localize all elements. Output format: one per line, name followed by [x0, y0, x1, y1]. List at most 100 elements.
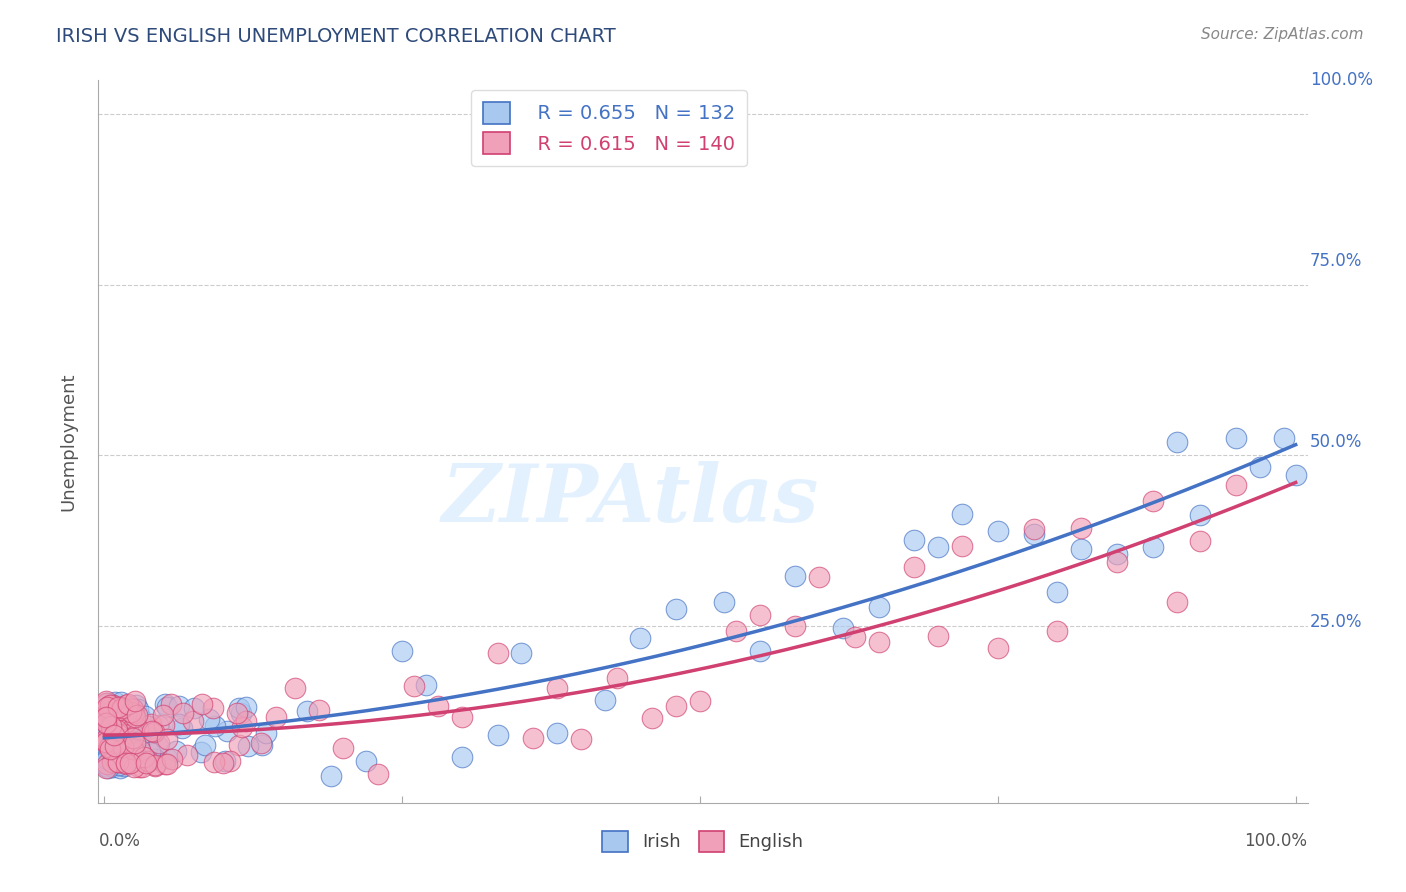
Point — [1225, 478, 1247, 492]
Point — [127, 723, 149, 737]
Point — [105, 728, 128, 742]
Point — [94, 761, 117, 775]
Point — [110, 727, 132, 741]
Point — [1142, 541, 1164, 555]
Point — [108, 755, 131, 769]
Point — [249, 736, 271, 750]
Point — [134, 728, 156, 742]
Point — [146, 739, 169, 753]
Point — [641, 711, 664, 725]
Point — [1285, 468, 1308, 483]
Point — [927, 630, 949, 644]
Point — [122, 702, 145, 716]
Point — [124, 694, 146, 708]
Point — [190, 745, 212, 759]
Point — [120, 706, 142, 720]
Point — [198, 712, 221, 726]
Point — [114, 698, 136, 712]
Point — [235, 700, 257, 714]
Point — [94, 736, 117, 750]
Point — [94, 732, 117, 747]
Point — [152, 718, 174, 732]
Legend: Irish, English: Irish, English — [595, 823, 811, 859]
Point — [96, 696, 118, 710]
Point — [96, 752, 118, 766]
Point — [1046, 624, 1069, 639]
Point — [156, 699, 179, 714]
Point — [141, 716, 163, 731]
Point — [117, 740, 139, 755]
Point — [110, 694, 132, 708]
Point — [94, 703, 117, 717]
Point — [107, 758, 129, 772]
Point — [450, 710, 472, 724]
Point — [172, 706, 194, 720]
Point — [94, 759, 117, 773]
Point — [546, 726, 568, 740]
Point — [94, 742, 117, 756]
Point — [170, 722, 193, 736]
Point — [1166, 434, 1188, 449]
Point — [101, 754, 124, 768]
Point — [391, 644, 413, 658]
Text: ZIPAtlas: ZIPAtlas — [441, 460, 820, 538]
Point — [748, 644, 770, 658]
Point — [107, 755, 129, 769]
Point — [101, 755, 124, 769]
Point — [134, 708, 156, 723]
Point — [96, 700, 118, 714]
Point — [593, 692, 616, 706]
Point — [120, 756, 142, 771]
Point — [110, 746, 132, 760]
Point — [98, 741, 121, 756]
Point — [96, 739, 118, 754]
Point — [1105, 555, 1128, 569]
Point — [100, 704, 122, 718]
Point — [1166, 595, 1188, 609]
Point — [219, 754, 242, 768]
Point — [105, 723, 128, 737]
Point — [97, 761, 120, 775]
Point — [121, 732, 143, 747]
Point — [105, 745, 128, 759]
Point — [97, 702, 120, 716]
Point — [117, 697, 139, 711]
Point — [319, 768, 342, 782]
Point — [214, 754, 236, 768]
Point — [101, 698, 124, 712]
Point — [141, 724, 163, 739]
Point — [114, 756, 136, 770]
Point — [122, 749, 145, 764]
Point — [231, 720, 253, 734]
Point — [1225, 430, 1247, 444]
Point — [143, 752, 166, 766]
Point — [97, 706, 120, 720]
Point — [1142, 493, 1164, 508]
Point — [665, 698, 688, 713]
Point — [153, 698, 176, 712]
Point — [181, 714, 204, 728]
Point — [100, 706, 122, 721]
Point — [97, 747, 120, 761]
Point — [153, 756, 176, 771]
Point — [202, 755, 225, 769]
Point — [135, 756, 157, 770]
Point — [104, 746, 127, 760]
Point — [114, 737, 136, 751]
Point — [486, 729, 509, 743]
Point — [844, 630, 866, 644]
Point — [132, 749, 155, 764]
Point — [155, 756, 177, 771]
Point — [426, 699, 449, 714]
Text: 100.0%: 100.0% — [1244, 831, 1308, 850]
Point — [97, 706, 120, 721]
Point — [724, 624, 747, 639]
Point — [117, 749, 139, 764]
Point — [96, 756, 118, 771]
Point — [97, 718, 120, 732]
Point — [94, 727, 117, 741]
Point — [100, 710, 122, 724]
Point — [110, 703, 132, 717]
Point — [129, 710, 152, 724]
Text: 75.0%: 75.0% — [1310, 252, 1362, 270]
